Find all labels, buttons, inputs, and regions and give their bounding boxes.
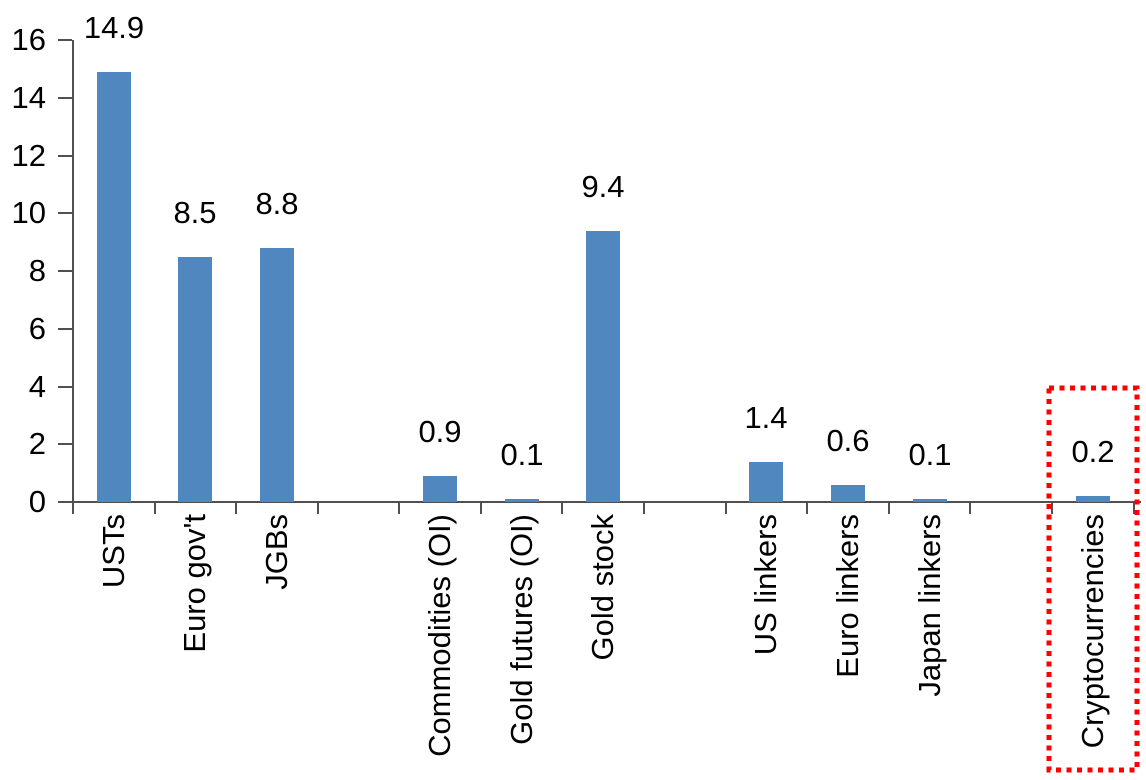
x-axis-label: US linkers	[748, 514, 783, 656]
y-axis-tick-label: 4	[28, 368, 46, 404]
y-axis-tick-label: 0	[28, 484, 46, 519]
y-axis-line	[72, 40, 74, 504]
bar-value-label: 0.2	[1071, 434, 1115, 469]
x-axis-tick	[479, 502, 482, 514]
bar-gold-futures-oi	[505, 499, 539, 502]
bar-value-label: 0.6	[826, 423, 870, 458]
bar-value-label: 0.1	[908, 437, 952, 472]
y-axis-tick-label: 12	[11, 137, 46, 173]
bar-euro-linkers	[831, 485, 865, 502]
bar-euro-gov-t	[178, 257, 212, 502]
bar-us-linkers	[749, 462, 783, 502]
x-axis-tick	[153, 502, 156, 514]
y-axis-tick	[58, 212, 72, 215]
y-axis-tick-label: 6	[28, 310, 46, 346]
y-axis-tick	[58, 96, 72, 99]
bar-japan-linkers	[913, 499, 947, 502]
bar-value-label: 8.8	[255, 186, 299, 221]
x-axis-line	[58, 501, 1141, 503]
x-axis-label: Gold stock	[585, 514, 620, 661]
x-axis-label: Euro gov't	[177, 514, 212, 653]
x-axis-tick	[235, 502, 238, 514]
y-axis-tick-label: 8	[28, 253, 46, 288]
x-axis-tick	[806, 502, 809, 514]
bar-value-label: 14.9	[83, 10, 145, 45]
x-axis-label: Gold futures (OI)	[504, 514, 539, 745]
bar-value-label: 0.1	[500, 437, 544, 472]
y-axis-tick	[58, 501, 72, 503]
y-axis-tick-label: 10	[11, 195, 46, 231]
x-axis-tick	[1132, 502, 1135, 514]
y-axis-tick-label: 16	[11, 22, 46, 57]
y-axis-tick	[58, 154, 72, 157]
bar-cryptocurrencies	[1076, 496, 1110, 502]
x-axis-label: Commodities (OI)	[422, 514, 457, 757]
x-axis-tick	[561, 502, 564, 514]
bar-gold-stock	[586, 231, 620, 502]
x-axis-tick	[1050, 502, 1053, 514]
bar-value-label: 1.4	[744, 400, 788, 435]
x-axis-tick	[398, 502, 401, 514]
y-axis-tick	[58, 327, 72, 330]
x-axis-label: JGBs	[259, 514, 294, 590]
x-axis-tick	[643, 502, 646, 514]
x-axis-tick	[969, 502, 972, 514]
y-axis-tick-label: 2	[28, 426, 46, 462]
x-axis-tick	[72, 502, 74, 514]
y-axis-tick-label: 14	[11, 79, 46, 115]
x-axis-tick	[724, 502, 727, 514]
bar-usts	[97, 72, 131, 502]
bar-value-label: 9.4	[581, 169, 625, 204]
y-axis-tick	[58, 385, 72, 388]
x-axis-tick	[887, 502, 890, 514]
bar-value-label: 8.5	[173, 195, 217, 230]
x-axis-label: Euro linkers	[830, 514, 865, 678]
bar-value-label: 0.9	[418, 414, 462, 449]
bar-jgbs	[260, 248, 294, 502]
bar-commodities-oi	[423, 476, 457, 502]
y-axis-tick	[58, 443, 72, 446]
x-axis-tick	[316, 502, 319, 514]
y-axis-tick	[58, 39, 72, 41]
x-axis-label: USTs	[96, 514, 131, 589]
x-axis-label: Japan linkers	[912, 514, 947, 697]
x-axis-label: Cryptocurrencies	[1075, 514, 1110, 749]
y-axis-tick	[58, 270, 72, 272]
